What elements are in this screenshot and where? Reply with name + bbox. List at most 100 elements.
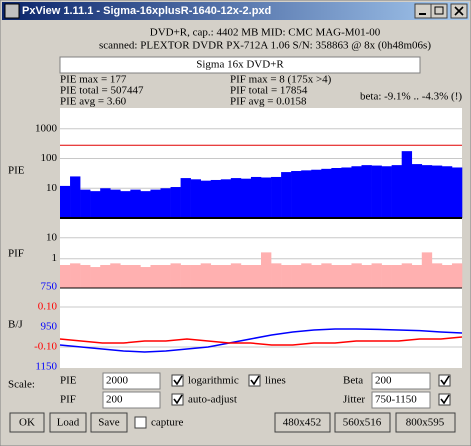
stat: beta: -9.1% .. -4.3% (!) [360,91,462,103]
bar [190,265,201,288]
load-button[interactable] [49,412,87,433]
bar [110,189,121,218]
button-text[interactable]: 480x452 [283,417,322,429]
input-text[interactable]: 200 [106,394,123,406]
beta-scale-input[interactable] [371,372,431,390]
bar [100,188,111,218]
button-text[interactable]: OK [19,417,35,429]
input-text[interactable]: 200 [375,375,392,387]
control-label: PIE [60,375,77,387]
bar [261,252,272,288]
pie-scale-input[interactable] [102,372,161,390]
button-text[interactable]: Load [57,417,80,429]
checkbox-label: auto-adjust [188,394,237,406]
bar [281,172,292,218]
button-text[interactable]: Save [98,417,120,429]
bar [391,265,402,288]
ok-button[interactable] [9,412,45,433]
bar [371,165,382,218]
bar [150,265,161,288]
checkbox[interactable] [248,374,261,387]
disc-info: DVD+R, cap.: 4402 MB MID: CMC MAG-M01-00 [150,27,381,39]
scale-label: Scale: [8,379,35,391]
bar [411,164,423,218]
checkbox[interactable] [171,374,184,387]
bar [361,265,372,288]
y-tick-label: 100 [41,152,58,164]
bar [130,189,141,218]
stat: PIE total = 507447 [60,85,144,97]
title-bar [2,2,469,20]
bar [431,263,443,288]
bar [110,263,121,288]
checkbox[interactable] [171,393,184,406]
check-mark [250,375,260,386]
bar [220,265,232,288]
bar [311,265,322,288]
bar [331,265,342,288]
bar [80,265,91,288]
label-input-text[interactable]: Sigma 16x DVD+R [196,59,284,71]
input-text[interactable]: 750-1150 [375,394,417,406]
size-button[interactable] [395,412,456,433]
checkbox-label: capture [151,417,183,429]
y-tick-label: 0.10 [38,301,58,313]
label-input[interactable] [59,56,421,74]
save-button[interactable] [90,412,128,433]
control-label: PIF [60,394,76,406]
bar [381,265,392,288]
bar [291,265,302,288]
control-label: Jitter [343,394,365,406]
window-title: PxView 1.11.1 - Sigma-16xplusR-1640-12x-… [22,5,271,17]
checkbox[interactable] [134,416,147,429]
bar [230,178,242,218]
bar [200,263,212,288]
checkbox-label: lines [265,375,286,387]
bar [361,165,372,218]
line [59,336,463,346]
bar [271,263,282,288]
check-mark [440,375,450,386]
y-tick-label: 750 [41,281,58,293]
bar [90,267,101,288]
y-tick-label: 950 [41,321,58,333]
line [59,328,463,353]
bar [130,265,141,288]
bar [321,168,332,218]
bar [351,263,362,288]
bar [250,176,262,218]
input-text[interactable]: 2000 [106,375,129,387]
minimize-button[interactable] [414,3,432,19]
bar [301,263,312,288]
bar [240,178,252,218]
stat: PIE max = 177 [60,74,127,86]
y-tick-label: -0.10 [34,341,57,353]
size-button[interactable] [274,412,331,433]
bar [391,165,402,218]
maximize-button[interactable] [430,3,448,19]
checkbox[interactable] [438,374,451,387]
checkbox[interactable] [438,393,451,406]
bar [70,263,81,288]
pif-scale-input[interactable] [102,391,161,409]
panel-label: B/J [8,319,23,331]
bar [120,191,131,218]
size-button[interactable] [334,412,391,433]
button-text[interactable]: 800x595 [406,417,445,429]
bar [281,265,292,288]
bar [190,179,201,218]
button-text[interactable]: 560x516 [343,417,382,429]
y-tick-label: 1000 [35,122,58,134]
scan-info: scanned: PLEXTOR DVDR PX-712A 1.06 S/N: … [99,40,431,52]
bar [431,165,443,218]
bar [401,263,413,288]
jitter-scale-input[interactable] [371,391,431,409]
bar [451,167,463,218]
panel-label: PIE [8,165,25,177]
control-label: Beta [343,375,363,387]
bar [451,263,463,288]
bar [90,191,101,218]
bar [120,265,131,288]
bar [60,265,71,288]
app-icon [4,3,20,19]
